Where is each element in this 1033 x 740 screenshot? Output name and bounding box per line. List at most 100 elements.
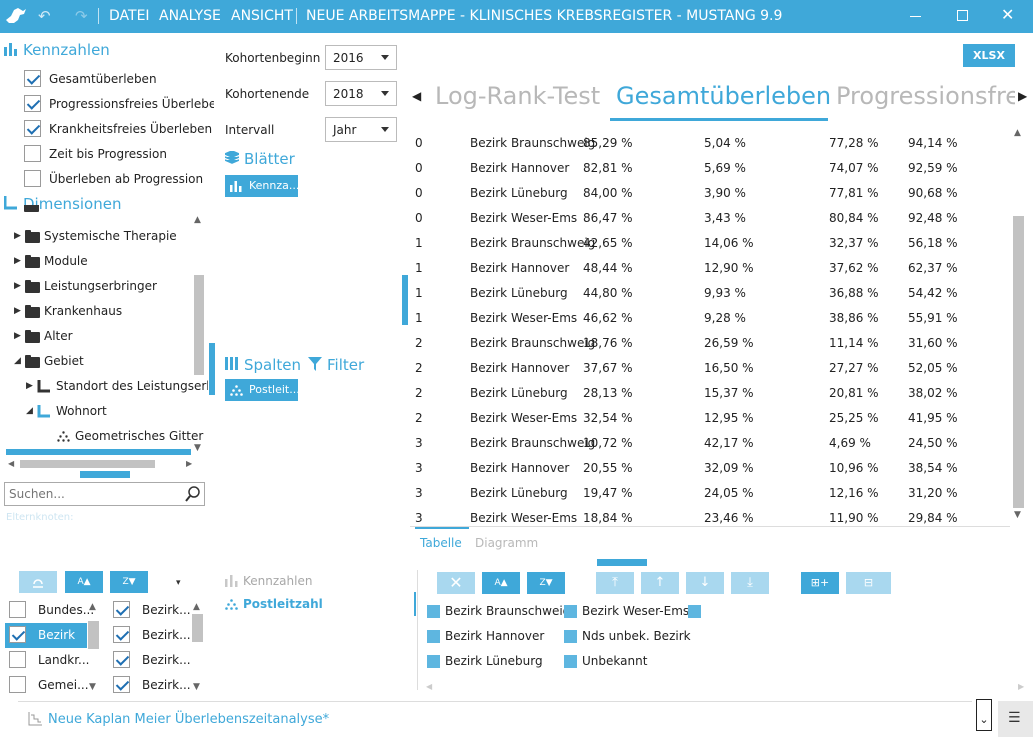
- postleitzahl-option[interactable]: Postleitzahl: [243, 597, 323, 611]
- member-label[interactable]: Bundes...: [38, 603, 95, 617]
- legend-swatch[interactable]: [427, 630, 440, 643]
- reset-button[interactable]: [19, 571, 57, 593]
- splitter-handle[interactable]: [80, 471, 130, 478]
- kennzahl-checkbox[interactable]: [24, 120, 41, 137]
- collapsed-arrow-icon[interactable]: ▶: [14, 256, 21, 266]
- kennzahl-checkbox[interactable]: [24, 95, 41, 112]
- list1-scrollbar-thumb[interactable]: [88, 621, 99, 649]
- status-list-button[interactable]: ☰: [998, 701, 1033, 737]
- tree-item-label[interactable]: Standort des Leistungserb: [56, 379, 208, 393]
- menu-datei[interactable]: DATEI: [109, 8, 150, 24]
- sort-desc-button[interactable]: Z▼: [110, 571, 148, 593]
- list1-scroll-up-icon[interactable]: ▲: [89, 602, 96, 612]
- tab-progressionsfrei[interactable]: Progressionsfrei: [836, 82, 1015, 110]
- legend-sort-asc-button[interactable]: A▲: [482, 572, 520, 594]
- move-top-button[interactable]: ⤒: [596, 572, 634, 594]
- member-label[interactable]: Bezirk...: [142, 628, 191, 642]
- search-icon[interactable]: [185, 486, 201, 502]
- table-row[interactable]: 2 Bezirk Braunschweig 18,76 % 26,59 % 11,14 …: [410, 330, 1010, 355]
- member-checkbox[interactable]: [9, 651, 26, 668]
- kennzahl-checkbox[interactable]: [24, 70, 41, 87]
- list2-scroll-down-icon[interactable]: ▼: [193, 682, 200, 692]
- legend-swatch[interactable]: [564, 605, 577, 618]
- table-scroll-down-icon[interactable]: ▼: [1014, 510, 1021, 520]
- legend-label[interactable]: Bezirk Weser-Ems: [582, 604, 690, 618]
- expanded-arrow-icon[interactable]: ◢: [14, 356, 21, 366]
- member-checkbox[interactable]: [9, 676, 26, 693]
- table-row[interactable]: 0 Bezirk Braunschweig 85,29 % 5,04 % 77,28 %…: [410, 130, 1010, 155]
- member-checkbox[interactable]: [113, 601, 130, 618]
- legend-sort-desc-button[interactable]: Z▼: [527, 572, 565, 594]
- tree-scrollbar-thumb[interactable]: [194, 275, 204, 375]
- tree-item-label[interactable]: Krankenhaus: [44, 304, 123, 318]
- kennzahl-checkbox[interactable]: [24, 170, 41, 187]
- list1-scroll-down-icon[interactable]: ▼: [89, 682, 96, 692]
- tree-item-label[interactable]: Alter: [44, 329, 73, 343]
- kennzahl-checkbox[interactable]: [24, 145, 41, 162]
- member-label[interactable]: Bezirk...: [142, 653, 191, 667]
- xlsx-export-button[interactable]: XLSX: [963, 44, 1015, 67]
- member-label[interactable]: Bezirk...: [142, 678, 191, 692]
- undo-icon[interactable]: ↶: [38, 7, 51, 25]
- close-icon[interactable]: ✕: [1001, 5, 1015, 24]
- legend-swatch[interactable]: [564, 655, 577, 668]
- table-scrollbar-thumb[interactable]: [1013, 216, 1024, 508]
- left-splitter-handle[interactable]: [209, 343, 215, 395]
- options-dropdown-icon[interactable]: ▾: [176, 578, 181, 588]
- table-scroll-up-icon[interactable]: ▲: [1014, 128, 1021, 138]
- tree-item-label[interactable]: Module: [44, 254, 88, 268]
- member-checkbox[interactable]: [113, 676, 130, 693]
- collapsed-arrow-icon[interactable]: ▶: [14, 281, 21, 291]
- table-row[interactable]: 2 Bezirk Hannover 37,67 % 16,50 % 27,27 % 52,…: [410, 355, 1010, 380]
- search-input[interactable]: [9, 486, 169, 502]
- tab-scroll-left-icon[interactable]: ◀: [412, 89, 422, 103]
- maximize-icon[interactable]: [957, 10, 968, 21]
- filter-heading[interactable]: Filter: [327, 356, 365, 374]
- legend-scroll-right-icon[interactable]: ▶: [1018, 682, 1025, 691]
- filter-icon[interactable]: [308, 357, 322, 371]
- bottom-splitter-handle[interactable]: [597, 559, 647, 566]
- member-label[interactable]: Gemei...: [38, 678, 89, 692]
- legend-swatch[interactable]: [688, 605, 701, 618]
- add-group-button[interactable]: ⊞+: [801, 572, 839, 594]
- table-row[interactable]: 0 Bezirk Hannover 82,81 % 5,69 % 74,07 % 92,5…: [410, 155, 1010, 180]
- table-row[interactable]: 1 Bezirk Hannover 48,44 % 12,90 % 37,62 % 62,…: [410, 255, 1010, 280]
- legend-swatch[interactable]: [427, 605, 440, 618]
- member-label[interactable]: Bezirk...: [142, 603, 191, 617]
- tab-log-rank-test[interactable]: Log-Rank-Test: [435, 82, 601, 110]
- spalten-chip[interactable]: Postleit...: [225, 379, 300, 401]
- status-text[interactable]: Neue Kaplan Meier Überlebenszeitanalyse*: [48, 712, 330, 727]
- mid-splitter-handle[interactable]: [402, 275, 408, 325]
- search-box[interactable]: [4, 482, 205, 506]
- legend-swatch[interactable]: [564, 630, 577, 643]
- minimize-icon[interactable]: [910, 16, 921, 17]
- list2-scroll-up-icon[interactable]: ▲: [193, 602, 200, 612]
- kennzahlen-option[interactable]: Kennzahlen: [243, 574, 313, 588]
- blaetter-chip[interactable]: Kennza...: [225, 175, 299, 197]
- collapsed-arrow-icon[interactable]: ▶: [26, 381, 33, 391]
- legend-label[interactable]: Bezirk Hannover: [445, 629, 545, 643]
- table-row[interactable]: 1 Bezirk Weser-Ems 46,62 % 9,28 % 38,86 % 55,…: [410, 305, 1010, 330]
- legend-swatch[interactable]: [427, 655, 440, 668]
- legend-label[interactable]: Bezirk Braunschweig: [445, 604, 571, 618]
- member-checkbox[interactable]: [113, 626, 130, 643]
- remove-group-button[interactable]: ⊟: [846, 572, 891, 594]
- sort-asc-button[interactable]: A▲: [65, 571, 103, 593]
- tab-gesamtueberleben[interactable]: Gesamtüberleben: [616, 82, 832, 110]
- collapsed-arrow-icon[interactable]: ▶: [14, 331, 21, 341]
- tree-item-label[interactable]: Leistungserbringer: [44, 279, 157, 293]
- list2-scrollbar-thumb[interactable]: [192, 614, 203, 642]
- legend-scroll-left-icon[interactable]: ◀: [426, 682, 433, 691]
- member-checkbox[interactable]: [113, 651, 130, 668]
- kohortenbeginn-select[interactable]: 2016: [325, 45, 397, 70]
- tree-item-label[interactable]: Wohnort: [56, 404, 107, 418]
- tab-scroll-right-icon[interactable]: ▶: [1018, 89, 1028, 103]
- member-label[interactable]: Bezirk: [38, 628, 76, 642]
- tree-item-label[interactable]: Geometrisches Gitter: [75, 429, 204, 443]
- menu-analyse[interactable]: ANALYSE: [159, 8, 221, 24]
- collapsed-arrow-icon[interactable]: ▶: [14, 231, 21, 241]
- collapsed-arrow-icon[interactable]: ▶: [14, 306, 21, 316]
- table-row[interactable]: 3 Bezirk Lüneburg 19,47 % 24,05 % 12,16 % 31,…: [410, 480, 1010, 505]
- table-row[interactable]: 3 Bezirk Weser-Ems 18,84 % 23,46 % 11,90 % 29…: [410, 505, 1010, 526]
- member-checkbox[interactable]: [9, 626, 26, 643]
